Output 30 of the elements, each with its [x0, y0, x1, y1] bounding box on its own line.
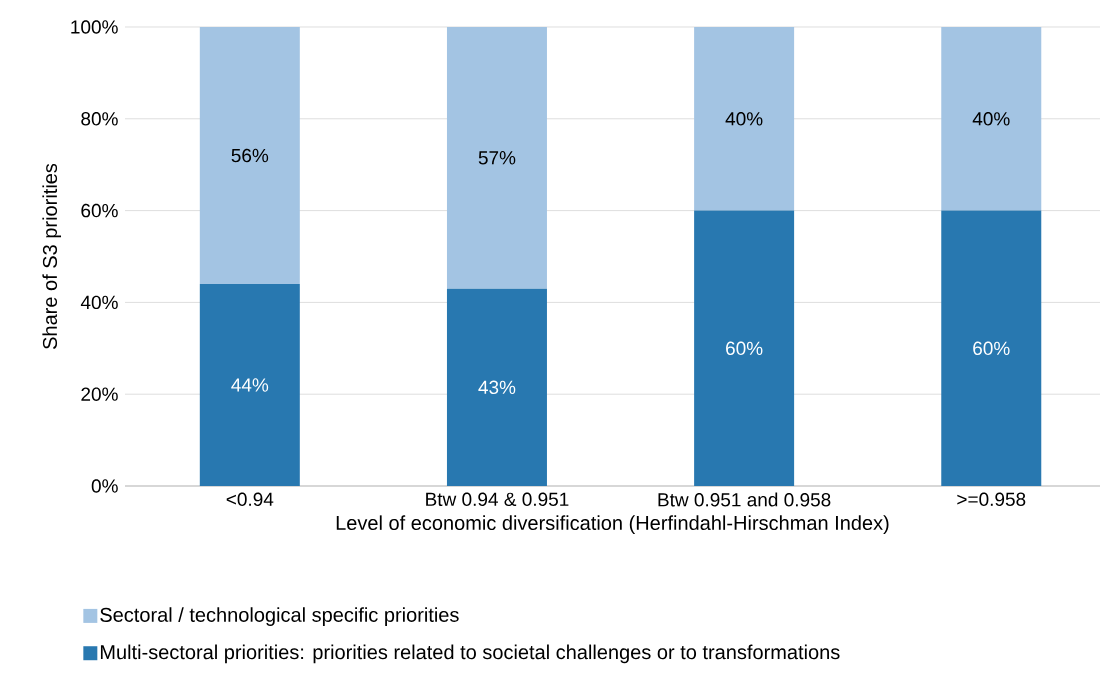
- bar: [694, 26, 795, 211]
- bar: [446, 26, 547, 289]
- bar: [199, 26, 300, 285]
- data-label: 56%: [231, 148, 269, 163]
- data-label: 60%: [726, 341, 763, 356]
- y-tick-label: 20%: [81, 387, 118, 401]
- data-label: 44%: [231, 378, 269, 392]
- data-label: 43%: [478, 380, 516, 395]
- y-tick-label: 80%: [81, 112, 118, 126]
- bar: [199, 284, 300, 486]
- data-label: 40%: [972, 112, 1010, 126]
- legend-label: Sectoral / technological specific priorities: [100, 607, 459, 626]
- data-label: 57%: [478, 151, 516, 165]
- y-tick-label: 100%: [71, 20, 118, 34]
- x-tick-label: >=0.958: [957, 492, 1026, 506]
- bar: [941, 26, 1042, 211]
- bar: [941, 210, 1042, 486]
- y-tick-label: 0%: [91, 479, 118, 493]
- bar: [694, 210, 795, 486]
- data-label: 60%: [973, 341, 1010, 356]
- legend-label: Multi-sectoral priorities: priorities related to societal challenges or to transformations: [100, 644, 840, 664]
- y-tick-label: 40%: [80, 295, 118, 310]
- x-tick-label: <0.94: [226, 492, 274, 506]
- bar: [446, 288, 547, 486]
- x-tick-label: Btw 0.94 & 0.951: [426, 492, 569, 506]
- x-tick-label: Btw 0.951 and 0.958: [658, 492, 831, 507]
- y-axis-title: Share of S3 priorities: [42, 163, 62, 349]
- y-tick-label: 60%: [81, 203, 118, 218]
- data-label: 40%: [725, 112, 763, 126]
- x-axis-title: Level of economic diversification (Herfindahl-Hirschman Index): [336, 515, 889, 534]
